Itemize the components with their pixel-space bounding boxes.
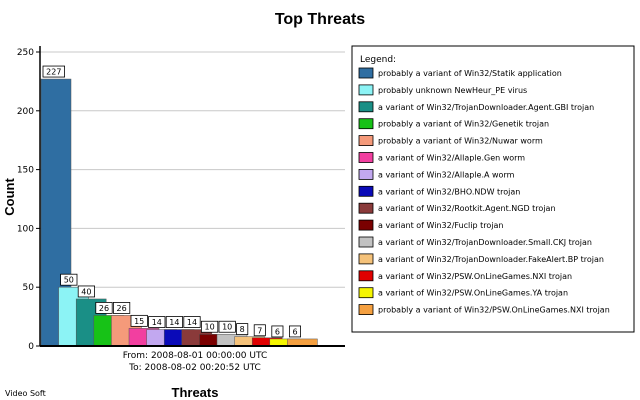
legend-label: a variant of Win32/BHO.NDW trojan bbox=[378, 187, 520, 196]
data-label-box bbox=[271, 325, 284, 338]
data-label-box bbox=[148, 316, 166, 328]
data-label: 6 bbox=[275, 327, 280, 336]
data-label-box bbox=[130, 314, 148, 327]
data-label: 6 bbox=[292, 327, 297, 336]
credit-text: Video Soft bbox=[5, 389, 46, 398]
data-label-box bbox=[60, 273, 78, 286]
bar bbox=[287, 338, 318, 347]
legend-swatch bbox=[358, 185, 374, 197]
legend-label: probably a variant of Win32/Statik appli… bbox=[378, 69, 562, 78]
legend-swatch bbox=[358, 219, 374, 231]
legend-swatch bbox=[358, 287, 374, 299]
y-tick-label: 200 bbox=[17, 107, 34, 117]
bars bbox=[40, 78, 318, 347]
data-labels: 227 50 40 26 26 15 14 14 14 10 10 8 7 6 6 bbox=[42, 65, 301, 338]
legend-swatch bbox=[358, 236, 374, 248]
legend-label: probably a variant of Win32/Nuwar worm bbox=[378, 137, 543, 146]
y-tick-label: 0 bbox=[28, 342, 34, 352]
data-label: 10 bbox=[222, 323, 232, 332]
legend: Legend: probably a variant of Win32/Stat… bbox=[351, 45, 635, 333]
data-label: 15 bbox=[134, 317, 144, 326]
data-label: 50 bbox=[64, 276, 74, 285]
legend-label: a variant of Win32/PSW.OnLineGames.NXI t… bbox=[378, 272, 572, 281]
chart-title: Top Threats bbox=[275, 11, 365, 28]
legend-swatch bbox=[358, 253, 374, 265]
legend-swatch bbox=[358, 101, 374, 113]
data-label-box bbox=[200, 320, 219, 333]
legend-swatch bbox=[358, 168, 374, 180]
y-tick-label: 50 bbox=[23, 283, 35, 293]
legend-label: probably a variant of Win32/Genetik troj… bbox=[378, 120, 549, 129]
legend-label: a variant of Win32/Allaple.Gen worm bbox=[378, 154, 525, 163]
data-label: 40 bbox=[81, 287, 91, 296]
date-range-to: To: 2008-08-02 00:20:52 UTC bbox=[128, 363, 261, 373]
data-label: 7 bbox=[257, 326, 262, 335]
data-label-box bbox=[253, 324, 266, 337]
data-label: 10 bbox=[205, 323, 215, 332]
legend-swatch bbox=[358, 135, 374, 147]
legend-swatch bbox=[358, 84, 374, 96]
legend-box bbox=[351, 45, 635, 333]
gridlines bbox=[40, 51, 345, 288]
data-label-box bbox=[218, 320, 236, 333]
legend-swatch bbox=[358, 118, 374, 130]
data-label: 14 bbox=[169, 318, 179, 327]
legend-swatch bbox=[358, 152, 374, 163]
data-label-box bbox=[165, 316, 183, 328]
legend-swatch bbox=[358, 304, 374, 316]
data-label-box bbox=[77, 285, 95, 298]
legend-label: a variant of Win32/TrojanDownloader.Smal… bbox=[378, 238, 592, 247]
legend-label: a variant of Win32/TrojanDownloader.Agen… bbox=[378, 103, 594, 112]
data-label: 14 bbox=[187, 318, 197, 327]
y-tick-label: 100 bbox=[17, 224, 34, 234]
data-label: 14 bbox=[152, 318, 162, 327]
data-label-box bbox=[236, 323, 249, 335]
data-label-box bbox=[95, 302, 113, 314]
legend-title: Legend: bbox=[360, 55, 396, 65]
legend-swatch bbox=[358, 67, 374, 79]
legend-label: a variant of Win32/Rootkit.Agent.NGD tro… bbox=[378, 204, 556, 213]
y-tick-label: 250 bbox=[17, 48, 34, 58]
legend-label: a variant of Win32/Fuclip trojan bbox=[378, 221, 503, 230]
legend-label: a variant of Win32/PSW.OnLineGames.YA tr… bbox=[378, 289, 568, 298]
data-label: 227 bbox=[46, 68, 61, 77]
y-tick-label: 150 bbox=[17, 166, 34, 176]
data-label-box bbox=[288, 325, 301, 338]
data-label: 8 bbox=[240, 325, 245, 334]
data-label: 26 bbox=[99, 304, 109, 313]
data-label-box bbox=[42, 65, 66, 78]
y-axis-title: Count bbox=[2, 178, 17, 216]
legend-swatch bbox=[358, 270, 374, 282]
data-label-box bbox=[183, 316, 201, 328]
legend-label: a variant of Win32/TrojanDownloader.Fake… bbox=[378, 255, 604, 264]
legend-swatch bbox=[358, 202, 374, 214]
date-range-from: From: 2008-08-01 00:00:00 UTC bbox=[123, 351, 267, 361]
data-label: 26 bbox=[117, 304, 127, 313]
axes: 0 50 100 150 200 250 bbox=[17, 46, 345, 352]
legend-label: probably unknown NewHeur_PE virus bbox=[378, 86, 527, 95]
x-axis-title: Threats bbox=[172, 385, 219, 400]
legend-label: probably a variant of Win32/PSW.OnLineGa… bbox=[378, 306, 610, 315]
data-label-box bbox=[113, 302, 131, 314]
legend-label: a variant of Win32/Allaple.A worm bbox=[378, 170, 515, 179]
